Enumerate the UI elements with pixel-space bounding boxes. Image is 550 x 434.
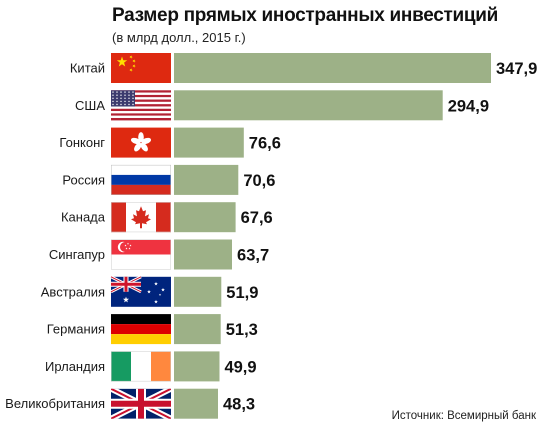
hongkong-flag-icon <box>111 127 171 158</box>
value-label: 51,9 <box>226 284 258 302</box>
bars-group <box>174 53 491 419</box>
value-label: 49,9 <box>224 358 256 376</box>
chart-subtitle: (в млрд долл., 2015 г.) <box>112 30 246 45</box>
value-label: 51,3 <box>226 321 258 339</box>
germany-flag-icon <box>111 314 171 345</box>
category-label: Ирландия <box>45 359 105 374</box>
bar <box>174 53 491 83</box>
chart-title: Размер прямых иностранных инвестиций <box>112 5 499 26</box>
ireland-flag-icon <box>111 351 171 382</box>
value-label: 76,6 <box>249 135 281 153</box>
category-label: Китай <box>70 61 105 76</box>
singapore-flag-icon <box>111 239 171 270</box>
uk-flag-icon <box>111 388 171 419</box>
bar <box>174 276 222 307</box>
bar <box>174 388 218 419</box>
bar <box>174 239 232 270</box>
russia-flag-icon <box>111 164 171 195</box>
bar <box>174 351 220 382</box>
category-label: Гонконг <box>59 135 105 150</box>
source-note: Источник: Всемирный банк <box>391 410 536 422</box>
bar <box>174 127 244 158</box>
value-label: 63,7 <box>237 247 269 265</box>
value-label: 70,6 <box>243 172 275 190</box>
bar <box>174 202 236 233</box>
category-label: Великобритания <box>5 396 105 411</box>
category-label: Россия <box>62 172 105 187</box>
category-label: США <box>75 98 105 113</box>
category-label: Австралия <box>41 284 105 299</box>
category-label: Сингапур <box>49 247 105 262</box>
flags-group <box>110 53 171 419</box>
value-label: 48,3 <box>223 396 255 414</box>
china-flag-icon <box>111 53 171 83</box>
value-label: 67,6 <box>241 209 273 227</box>
value-label: 294,9 <box>448 97 489 115</box>
labels-group: Китай 347,9 США 294,9 Гонконг 76,6 Россия 70,6 К… <box>5 60 537 414</box>
category-label: Канада <box>61 210 106 225</box>
australia-flag-icon <box>110 275 171 307</box>
bar <box>174 314 221 345</box>
canada-flag-icon <box>111 202 171 233</box>
value-label: 347,9 <box>496 60 537 78</box>
usa-flag-icon <box>111 90 171 121</box>
category-label: Германия <box>47 322 105 337</box>
bar <box>174 164 239 195</box>
bar <box>174 90 443 121</box>
